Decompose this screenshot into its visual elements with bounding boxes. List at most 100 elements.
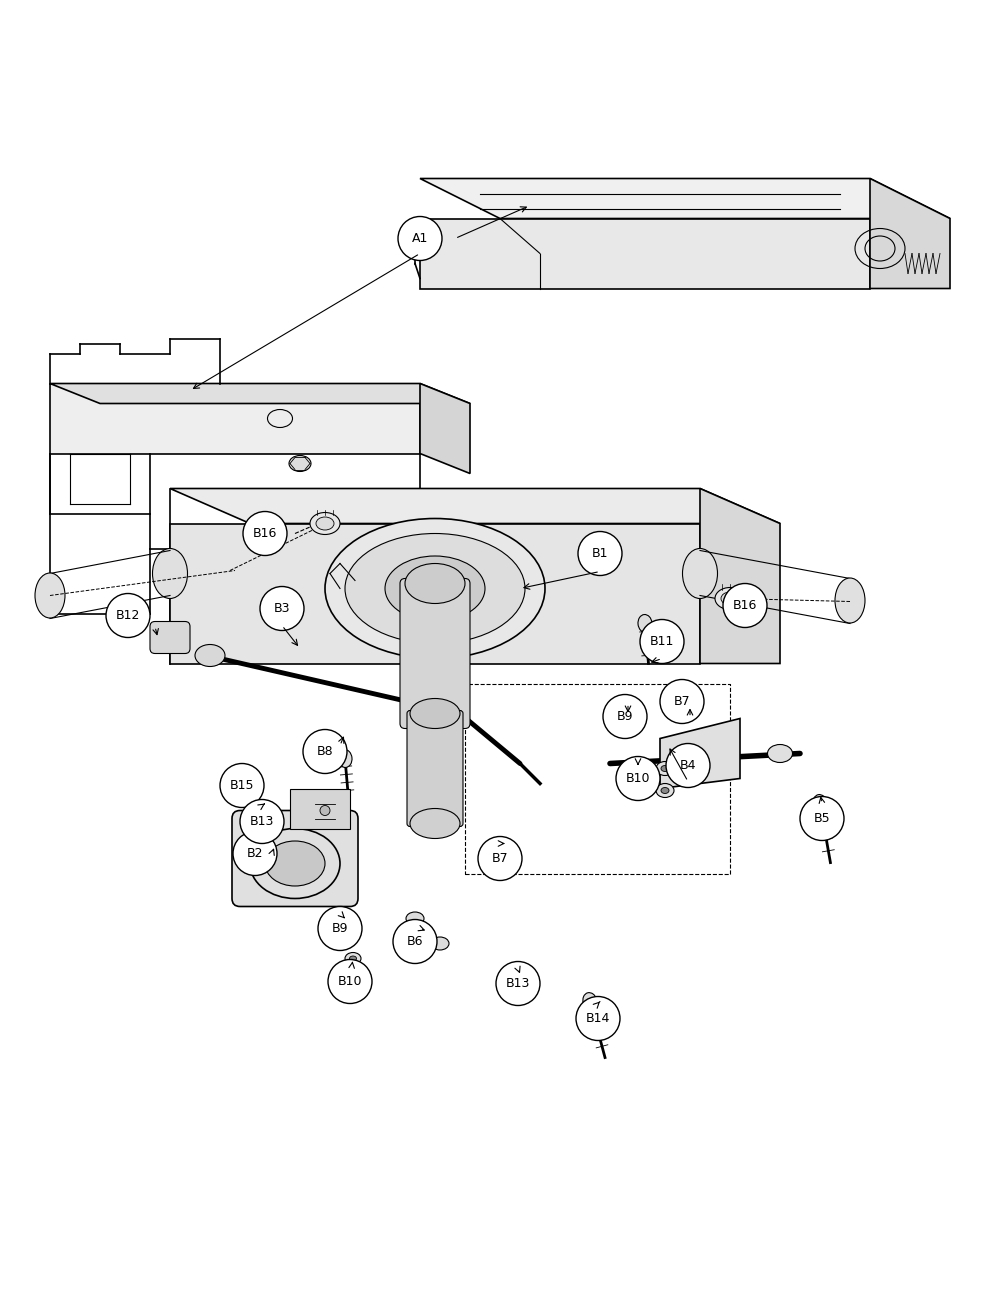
Ellipse shape xyxy=(813,795,827,813)
Ellipse shape xyxy=(661,766,669,771)
Text: A1: A1 xyxy=(412,233,428,244)
Ellipse shape xyxy=(35,572,65,618)
Ellipse shape xyxy=(620,710,636,721)
Polygon shape xyxy=(660,719,740,788)
Ellipse shape xyxy=(583,992,597,1010)
Polygon shape xyxy=(870,179,950,289)
Text: B9: B9 xyxy=(617,710,633,723)
Circle shape xyxy=(398,217,442,260)
Text: B12: B12 xyxy=(116,609,140,622)
Ellipse shape xyxy=(320,805,330,816)
Ellipse shape xyxy=(406,912,424,925)
Ellipse shape xyxy=(494,851,516,867)
Ellipse shape xyxy=(195,644,225,667)
FancyBboxPatch shape xyxy=(407,711,463,826)
Ellipse shape xyxy=(768,745,792,762)
Ellipse shape xyxy=(682,549,718,599)
FancyBboxPatch shape xyxy=(232,810,358,907)
Ellipse shape xyxy=(152,549,188,599)
Ellipse shape xyxy=(325,519,545,659)
Ellipse shape xyxy=(638,614,652,633)
Ellipse shape xyxy=(656,762,674,775)
Ellipse shape xyxy=(316,518,334,531)
Circle shape xyxy=(478,836,522,881)
Text: B7: B7 xyxy=(674,695,690,708)
Text: B1: B1 xyxy=(592,548,608,559)
Circle shape xyxy=(318,907,362,950)
Text: B16: B16 xyxy=(733,599,757,612)
Ellipse shape xyxy=(385,555,485,621)
Ellipse shape xyxy=(338,749,352,767)
Circle shape xyxy=(578,532,622,575)
Ellipse shape xyxy=(242,778,262,793)
Text: B3: B3 xyxy=(274,603,290,616)
Text: B5: B5 xyxy=(814,812,830,825)
Text: B10: B10 xyxy=(338,975,362,988)
Ellipse shape xyxy=(835,578,865,623)
Text: B13: B13 xyxy=(506,978,530,989)
Text: B13: B13 xyxy=(250,816,274,829)
Text: B8: B8 xyxy=(317,745,333,758)
Polygon shape xyxy=(170,524,700,664)
Ellipse shape xyxy=(624,714,632,718)
FancyBboxPatch shape xyxy=(150,622,190,654)
Text: B11: B11 xyxy=(650,635,674,648)
Ellipse shape xyxy=(342,918,349,923)
Circle shape xyxy=(393,920,437,963)
Text: B4: B4 xyxy=(680,759,696,772)
Circle shape xyxy=(800,796,844,840)
Circle shape xyxy=(616,757,660,800)
Circle shape xyxy=(260,587,304,630)
Circle shape xyxy=(576,996,620,1040)
Text: B16: B16 xyxy=(253,527,277,540)
Polygon shape xyxy=(290,788,350,829)
Circle shape xyxy=(723,583,767,627)
Circle shape xyxy=(240,800,284,843)
Text: B2: B2 xyxy=(247,847,263,860)
Ellipse shape xyxy=(677,698,699,714)
Circle shape xyxy=(666,744,710,788)
Ellipse shape xyxy=(345,533,525,643)
Text: B14: B14 xyxy=(586,1012,610,1025)
Circle shape xyxy=(303,729,347,774)
Ellipse shape xyxy=(656,783,674,797)
Circle shape xyxy=(220,763,264,808)
Circle shape xyxy=(640,620,684,664)
Text: B6: B6 xyxy=(407,935,423,948)
Polygon shape xyxy=(420,383,470,473)
Ellipse shape xyxy=(635,769,642,772)
Circle shape xyxy=(233,831,277,876)
Ellipse shape xyxy=(721,592,739,605)
Ellipse shape xyxy=(289,456,311,472)
Circle shape xyxy=(603,694,647,738)
Text: B15: B15 xyxy=(230,779,254,792)
Ellipse shape xyxy=(715,588,745,609)
Ellipse shape xyxy=(350,955,356,961)
Ellipse shape xyxy=(248,783,256,788)
Ellipse shape xyxy=(345,953,361,965)
Ellipse shape xyxy=(431,937,449,950)
Text: B9: B9 xyxy=(332,921,348,935)
Circle shape xyxy=(328,959,372,1004)
Ellipse shape xyxy=(265,840,325,886)
Polygon shape xyxy=(50,383,420,454)
Ellipse shape xyxy=(661,788,669,793)
Ellipse shape xyxy=(509,974,531,989)
Circle shape xyxy=(496,962,540,1005)
Ellipse shape xyxy=(337,915,353,927)
Text: B7: B7 xyxy=(492,852,508,865)
Polygon shape xyxy=(170,489,780,524)
Polygon shape xyxy=(420,218,870,289)
Ellipse shape xyxy=(410,809,460,839)
Polygon shape xyxy=(700,489,780,664)
Circle shape xyxy=(106,593,150,638)
Ellipse shape xyxy=(630,765,646,776)
Polygon shape xyxy=(50,383,470,404)
Ellipse shape xyxy=(254,800,276,817)
Ellipse shape xyxy=(410,698,460,728)
Polygon shape xyxy=(420,179,950,218)
Ellipse shape xyxy=(310,512,340,535)
FancyBboxPatch shape xyxy=(400,579,470,728)
Text: B10: B10 xyxy=(626,772,650,786)
Ellipse shape xyxy=(405,563,465,604)
